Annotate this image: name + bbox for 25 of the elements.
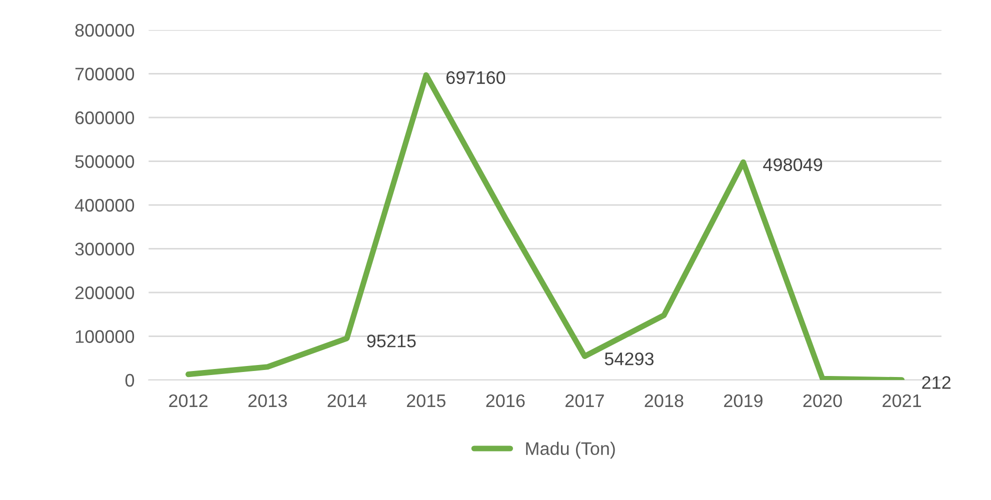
data-label: 498049 [763,158,822,172]
y-tick-label: 200000 [75,286,134,300]
x-tick-label: 2017 [566,394,604,408]
y-tick-label: 600000 [75,111,134,124]
x-tick-label: 2020 [803,394,842,408]
legend-label: Madu (Ton) [526,442,615,459]
x-tick-label: 2021 [882,394,922,408]
x-tick-label: 2019 [724,394,762,408]
x-tick-label: 2013 [248,394,287,408]
data-label: 95215 [367,334,416,348]
y-tick-label: 300000 [75,242,134,256]
y-tick-label: 100000 [76,330,134,343]
x-tick-label: 2014 [328,394,366,408]
data-label: 212 [922,376,950,389]
y-tick-label: 800000 [75,24,134,37]
x-tick-label: 2018 [644,394,684,408]
data-label: 54293 [604,352,654,366]
y-tick-label: 0 [125,374,134,387]
y-tick-label: 500000 [75,155,134,168]
x-tick-label: 2012 [169,394,208,408]
x-tick-label: 2016 [486,394,525,408]
y-tick-label: 700000 [75,68,134,80]
x-tick-label: 2015 [406,394,446,408]
y-tick-label: 400000 [74,198,134,212]
data-label: 697160 [446,71,506,84]
